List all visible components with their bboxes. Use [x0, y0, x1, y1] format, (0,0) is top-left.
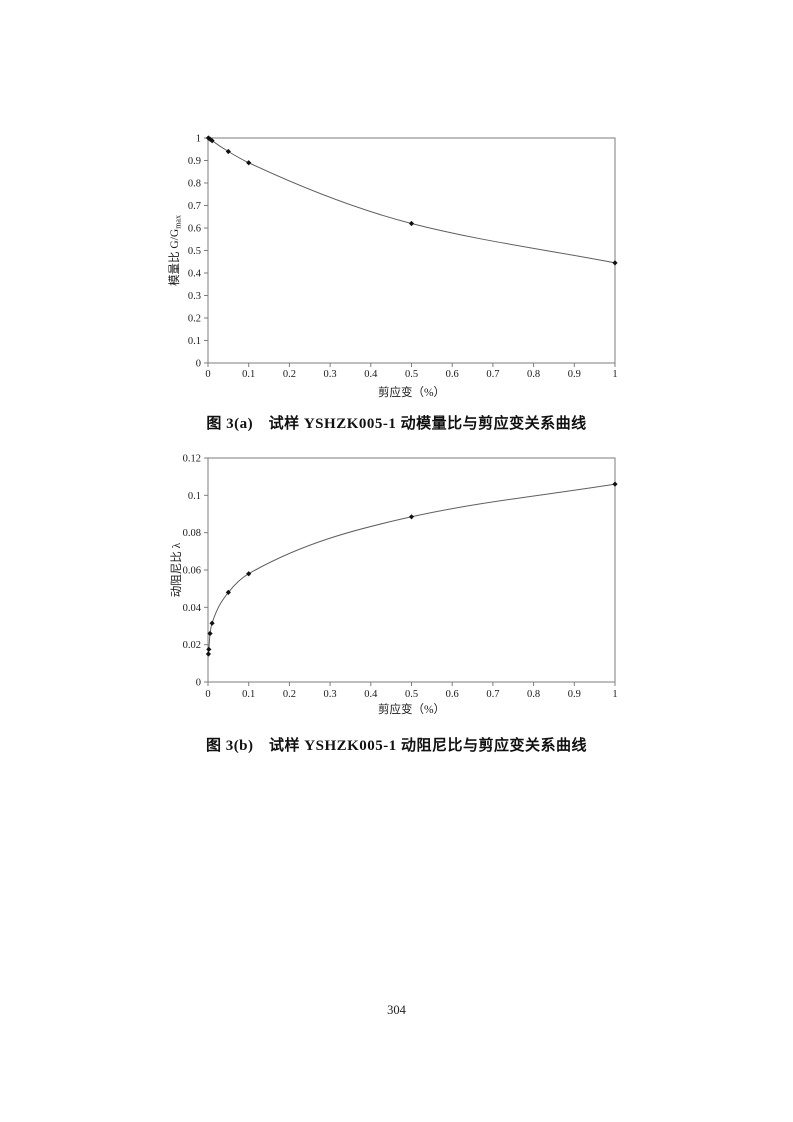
data-point-marker	[408, 514, 415, 520]
y-tick-label: 0.08	[183, 528, 201, 539]
y-axis-title: 动阻尼比 λ	[170, 542, 183, 597]
y-tick-label: 0.3	[188, 291, 201, 302]
x-tick-label: 0.7	[486, 369, 499, 380]
x-tick-label: 1	[612, 369, 617, 380]
chart-damping-ratio: 0 0.1 0.2 0.3 0.4 0.5 0.6 0.7 0.8 0.9 1 0 0.02 0.04 0.…	[170, 454, 618, 717]
chart-modulus-ratio: 0 0.1 0.2 0.3 0.4 0.5 0.6 0.7 0.8 0.9 1 0 0.1 0.2 0.3 0…	[168, 134, 618, 400]
x-tick-label: 0.9	[568, 689, 581, 700]
x-tick-label: 0.1	[242, 369, 255, 380]
x-tick-label: 0.6	[446, 689, 459, 700]
x-tick-label: 1	[612, 689, 617, 700]
x-tick-label: 0.6	[446, 369, 459, 380]
x-tick-label: 0.4	[364, 369, 378, 380]
data-point-marker	[408, 220, 415, 227]
x-axis-title: 剪应变（%）	[378, 385, 445, 399]
data-curve	[207, 483, 616, 655]
y-tick-label: 0.1	[188, 336, 201, 347]
data-point-marker	[246, 571, 252, 577]
y-tick-label: 0.8	[188, 179, 201, 190]
data-point-marker	[209, 620, 215, 626]
x-tick-label: 0.2	[283, 369, 296, 380]
y-tick-label: 0.04	[183, 603, 202, 614]
y-tick-label: 0.1	[188, 491, 201, 502]
data-point-marker	[246, 160, 252, 166]
y-tick-label: 0.06	[183, 566, 201, 577]
y-axis-title: 模量比 G/Gmax	[168, 215, 183, 286]
data-point-marker	[612, 481, 618, 487]
x-tick-label: 0.2	[283, 689, 296, 700]
data-point-marker	[205, 651, 212, 657]
data-point-marker	[612, 260, 618, 266]
data-point-marker	[205, 135, 212, 141]
x-tick-label: 0.7	[486, 689, 499, 700]
y-tick-label: 0	[196, 359, 201, 370]
x-tick-label: 0	[205, 689, 210, 700]
data-point-marker	[225, 148, 231, 155]
figure-b-caption: 图 3(b) 试样 YSHZK005-1 动阻尼比与剪应变关系曲线	[205, 738, 588, 754]
x-tick-label: 0.3	[324, 369, 337, 380]
y-tick-label: 0.2	[188, 314, 201, 325]
x-tick-label: 0.3	[324, 689, 337, 700]
y-tick-label: 1	[196, 134, 201, 145]
data-point-marker	[209, 138, 215, 144]
y-tick-label: 0.6	[188, 224, 201, 235]
x-tick-label: 0.8	[527, 369, 540, 380]
data-point-marker	[207, 630, 213, 637]
x-tick-label: 0.1	[242, 689, 255, 700]
x-tick-label: 0.5	[405, 369, 418, 380]
x-tick-label: 0.4	[364, 689, 378, 700]
page-number: 304	[387, 1003, 406, 1017]
x-tick-label: 0.5	[405, 689, 418, 700]
plot-box	[207, 457, 616, 683]
y-tick-label: 0.5	[188, 246, 201, 257]
y-tick-label: 0.7	[188, 201, 201, 212]
y-tick-label: 0.12	[183, 454, 201, 465]
y-tick-label: 0.02	[183, 640, 201, 651]
x-tick-label: 0	[205, 369, 210, 380]
y-tick-label: 0.4	[188, 269, 202, 280]
y-tick-label: 0	[196, 678, 201, 689]
figure-a-caption: 图 3(a) 试样 YSHZK005-1 动模量比与剪应变关系曲线	[206, 416, 587, 432]
y-tick-label: 0.9	[188, 156, 201, 167]
data-point-marker	[206, 646, 212, 652]
data-curve	[208, 137, 616, 264]
x-axis-title: 剪应变（%）	[378, 702, 445, 716]
x-tick-label: 0.9	[568, 369, 581, 380]
x-tick-label: 0.8	[527, 689, 540, 700]
